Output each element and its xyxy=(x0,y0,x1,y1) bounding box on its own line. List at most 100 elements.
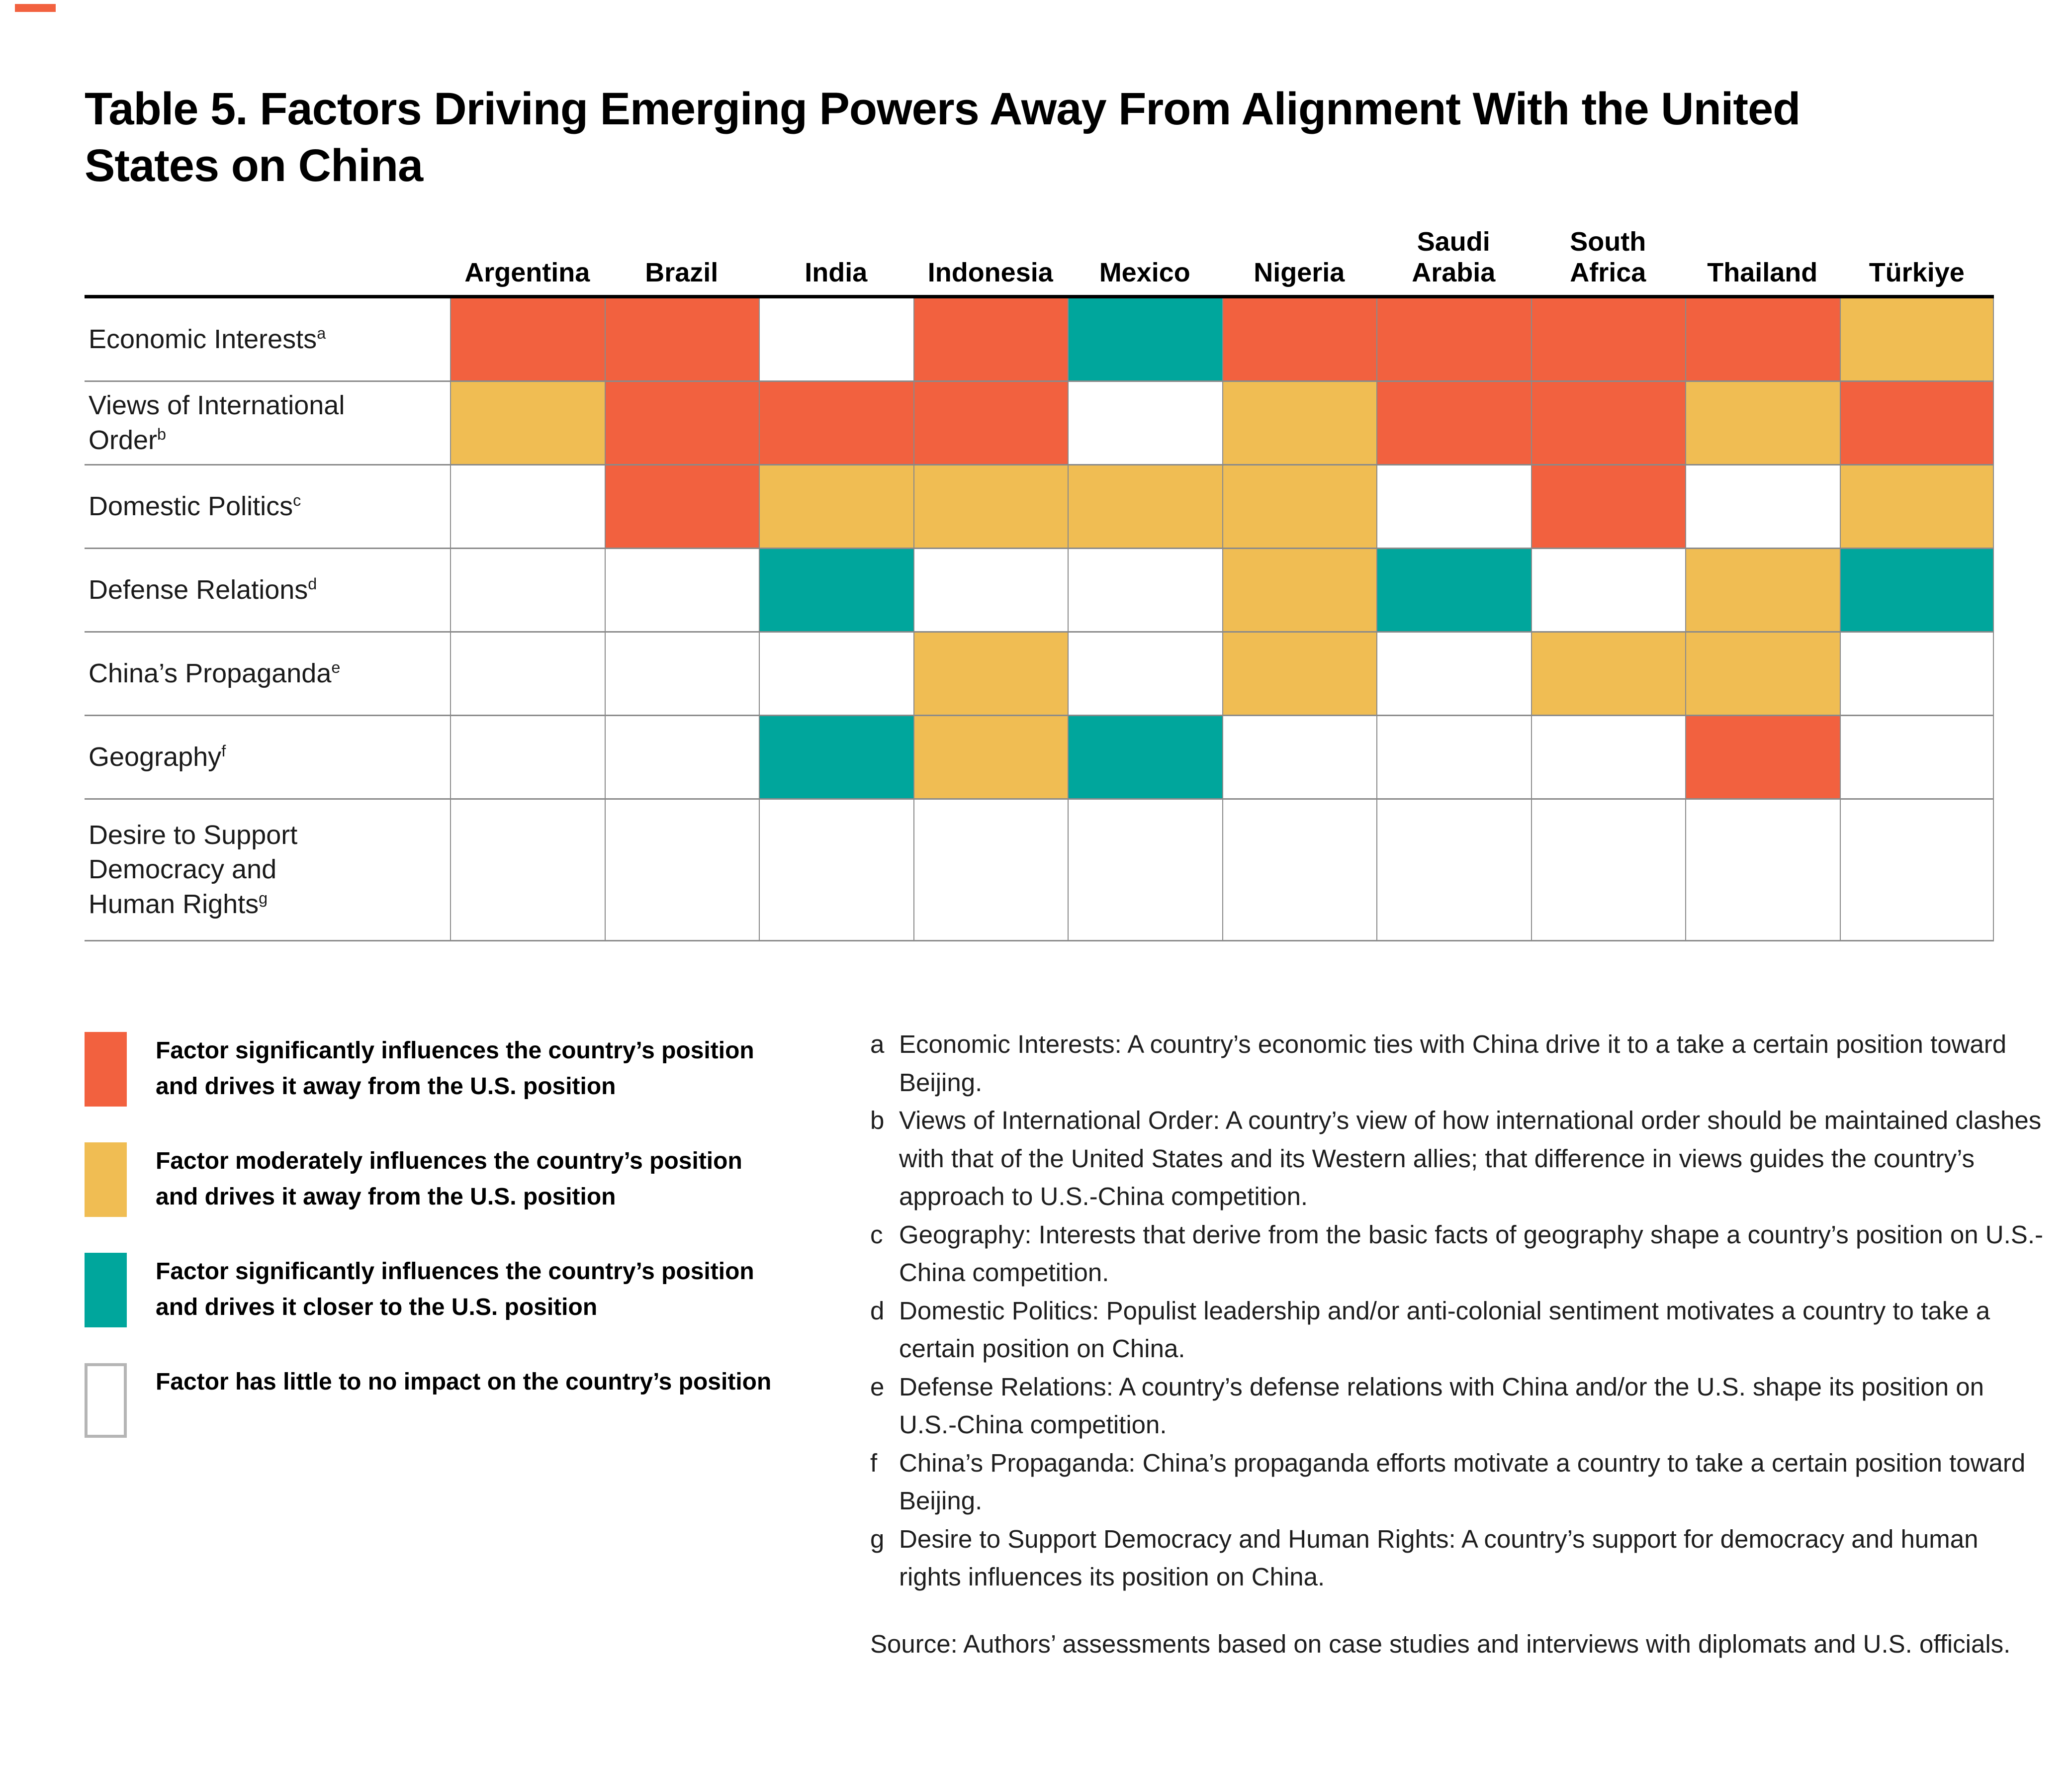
footnote-ref: g xyxy=(259,889,268,907)
matrix-cell-red xyxy=(1531,382,1685,465)
matrix-cell-yellow xyxy=(1685,549,1840,633)
matrix-cell-yellow xyxy=(759,465,913,549)
legend-swatch-red xyxy=(85,1032,127,1107)
footnote: c Geography: Interests that derive from t… xyxy=(870,1216,2044,1292)
matrix-cell-white xyxy=(1531,800,1685,941)
matrix-cell-white xyxy=(1376,716,1531,800)
matrix-cell-red xyxy=(1376,382,1531,465)
matrix-cell-white xyxy=(759,633,913,716)
matrix-cell-yellow xyxy=(1068,465,1222,549)
matrix-cell-red xyxy=(1531,465,1685,549)
column-header: Saudi Arabia xyxy=(1376,224,1531,298)
row-label: Defense Relationsd xyxy=(85,549,450,633)
footnote-text: Economic Interests: A country’s economic… xyxy=(899,1030,2007,1097)
column-header: Indonesia xyxy=(913,224,1068,298)
column-header: Argentina xyxy=(450,224,605,298)
legend-swatch-yellow xyxy=(85,1142,127,1217)
row-label-text: China’s Propagandae xyxy=(89,658,341,688)
matrix-cell-white xyxy=(450,716,605,800)
source-note: Source: Authors’ assessments based on ca… xyxy=(870,1629,2011,1658)
matrix-cell-red xyxy=(913,298,1068,382)
footnote-ref: f xyxy=(221,742,226,760)
row-label: Domestic Politicsc xyxy=(85,465,450,549)
matrix-cell-white xyxy=(913,800,1068,941)
matrix-cell-white xyxy=(604,633,759,716)
matrix-cell-teal xyxy=(1839,549,1994,633)
matrix-cell-white xyxy=(450,465,605,549)
matrix-cell-yellow xyxy=(1531,633,1685,716)
footnote: e Defense Relations: A country’s defense … xyxy=(870,1368,2044,1444)
matrix-cell-yellow xyxy=(1222,549,1376,633)
legend-item: Factor moderately influences the country… xyxy=(85,1142,880,1217)
matrix-cell-yellow xyxy=(1222,465,1376,549)
row-label: Economic Interestsa xyxy=(85,298,450,382)
footnote-text: Views of International Order: A country’… xyxy=(899,1106,2042,1210)
matrix-cell-teal xyxy=(1068,716,1222,800)
matrix-cell-white xyxy=(1068,549,1222,633)
corner-mark xyxy=(15,4,56,12)
column-header: Mexico xyxy=(1068,224,1222,298)
footnote-marker: d xyxy=(870,1296,885,1325)
matrix-cell-white xyxy=(1376,465,1531,549)
table-corner-cell xyxy=(85,224,450,298)
matrix-cell-white xyxy=(1839,633,1994,716)
matrix-cell-yellow xyxy=(1839,465,1994,549)
footnote: f China’s Propaganda: China’s propaganda … xyxy=(870,1444,2044,1520)
footnote-ref: b xyxy=(157,425,167,443)
matrix-cell-white xyxy=(913,549,1068,633)
footnote-text: Geography: Interests that derive from th… xyxy=(899,1220,2043,1287)
legend-swatch-white xyxy=(85,1363,127,1438)
matrix-cell-white xyxy=(450,633,605,716)
matrix-cell-white xyxy=(1222,716,1376,800)
matrix-cell-white xyxy=(1839,800,1994,941)
matrix-cell-yellow xyxy=(1685,382,1840,465)
matrix-cell-white xyxy=(1376,800,1531,941)
matrix-cell-white xyxy=(1531,716,1685,800)
factors-table: Argentina Brazil India Indonesia Mexico Niger… xyxy=(85,224,1994,941)
matrix-cell-yellow xyxy=(1222,633,1376,716)
matrix-cell-red xyxy=(913,382,1068,465)
column-header: South Africa xyxy=(1531,224,1685,298)
row-label-text: Domestic Politicsc xyxy=(89,491,301,521)
matrix-cell-teal xyxy=(1068,298,1222,382)
legend-item: Factor significantly influences the coun… xyxy=(85,1032,880,1107)
matrix-cell-white xyxy=(1376,633,1531,716)
legend-item: Factor significantly influences the coun… xyxy=(85,1253,880,1327)
footnote-list: a Economic Interests: A country’s economi… xyxy=(870,1025,2044,1596)
row-label: Desire to Support Democracy and Human Ri… xyxy=(85,800,450,941)
matrix-cell-red xyxy=(1222,298,1376,382)
matrix-cell-yellow xyxy=(913,633,1068,716)
footnote: g Desire to Support Democracy and Human R… xyxy=(870,1520,2044,1596)
row-label-text: Economic Interestsa xyxy=(89,324,326,354)
footnote-ref: e xyxy=(331,658,341,676)
matrix-cell-yellow xyxy=(1839,298,1994,382)
footnote-text: China’s Propaganda: China’s propaganda e… xyxy=(899,1448,2026,1515)
matrix-cell-white xyxy=(1068,800,1222,941)
footnote-text: Desire to Support Democracy and Human Ri… xyxy=(899,1524,1979,1591)
column-header: Brazil xyxy=(604,224,759,298)
matrix-cell-white xyxy=(450,549,605,633)
matrix-cell-red xyxy=(450,298,605,382)
matrix-cell-white xyxy=(604,716,759,800)
column-header: India xyxy=(759,224,913,298)
matrix-cell-yellow xyxy=(913,465,1068,549)
page-title: Table 5. Factors Driving Emerging Powers… xyxy=(85,83,1801,191)
footnote: d Domestic Politics: Populist leadership … xyxy=(870,1292,2044,1368)
footnote-marker: b xyxy=(870,1106,885,1134)
footnote-text: Domestic Politics: Populist leadership a… xyxy=(899,1296,1990,1363)
row-label: China’s Propagandae xyxy=(85,633,450,716)
footnote-ref: d xyxy=(308,574,317,593)
matrix-cell-yellow xyxy=(1685,633,1840,716)
footnotes: a Economic Interests: A country’s economi… xyxy=(870,1025,2044,1688)
row-label-text: Desire to Support Democracy and Human Ri… xyxy=(89,820,298,919)
row-label: Geographyf xyxy=(85,716,450,800)
matrix-cell-white xyxy=(1839,716,1994,800)
matrix-cell-red xyxy=(604,298,759,382)
footnote-marker: a xyxy=(870,1030,885,1058)
legend-label: Factor significantly influences the coun… xyxy=(156,1037,754,1100)
matrix-cell-teal xyxy=(759,716,913,800)
matrix-cell-teal xyxy=(759,549,913,633)
matrix-cell-white xyxy=(759,800,913,941)
footnote-marker: g xyxy=(870,1524,885,1553)
matrix-cell-yellow xyxy=(913,716,1068,800)
